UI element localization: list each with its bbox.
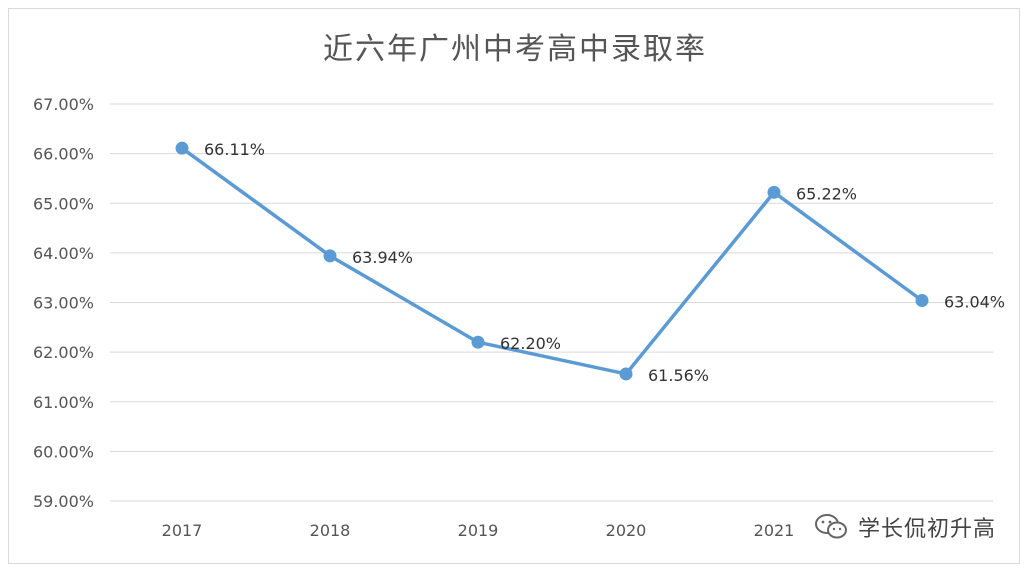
y-tick-label: 66.00%	[33, 145, 94, 164]
data-label: 63.04%	[944, 293, 1005, 312]
x-tick-label: 2020	[606, 521, 647, 540]
grid-lines	[110, 103, 993, 502]
chart-frame	[8, 8, 1020, 564]
data-label: 62.20%	[500, 334, 561, 353]
data-point	[619, 367, 633, 381]
data-points	[175, 141, 929, 381]
y-tick-label: 65.00%	[33, 194, 94, 213]
watermark: 学长侃初升高	[814, 512, 996, 542]
watermark-text: 学长侃初升高	[857, 517, 996, 542]
y-tick-label: 64.00%	[33, 244, 94, 263]
data-point	[323, 249, 337, 263]
data-labels: 66.11% 63.94% 62.20% 61.56% 65.22% 63.04%	[204, 140, 1005, 385]
data-point	[767, 185, 781, 199]
data-point	[175, 141, 189, 155]
x-tick-label: 2017	[162, 521, 203, 540]
x-tick-label: 2021	[754, 521, 795, 540]
data-label: 65.22%	[796, 184, 857, 203]
chart-title: 近六年广州中考高中录取率	[323, 32, 707, 67]
y-tick-label: 60.00%	[33, 442, 94, 461]
data-point	[471, 335, 485, 349]
y-tick-label: 61.00%	[33, 393, 94, 412]
wechat-icon	[814, 514, 847, 539]
y-tick-label: 59.00%	[33, 492, 94, 511]
data-label: 66.11%	[204, 140, 265, 159]
data-point	[915, 294, 929, 308]
x-axis-tick-labels: 2017 2018 2019 2020 2021	[162, 521, 795, 540]
data-label: 63.94%	[352, 248, 413, 267]
y-tick-label: 63.00%	[33, 294, 94, 313]
x-tick-label: 2018	[310, 521, 351, 540]
data-label: 61.56%	[648, 366, 709, 385]
x-tick-label: 2019	[458, 521, 499, 540]
y-tick-label: 67.00%	[33, 95, 94, 114]
y-axis-tick-labels: 67.00% 66.00% 65.00% 64.00% 63.00% 62.00% 61.0…	[33, 95, 94, 511]
y-tick-label: 62.00%	[33, 343, 94, 362]
series-line	[180, 146, 924, 376]
